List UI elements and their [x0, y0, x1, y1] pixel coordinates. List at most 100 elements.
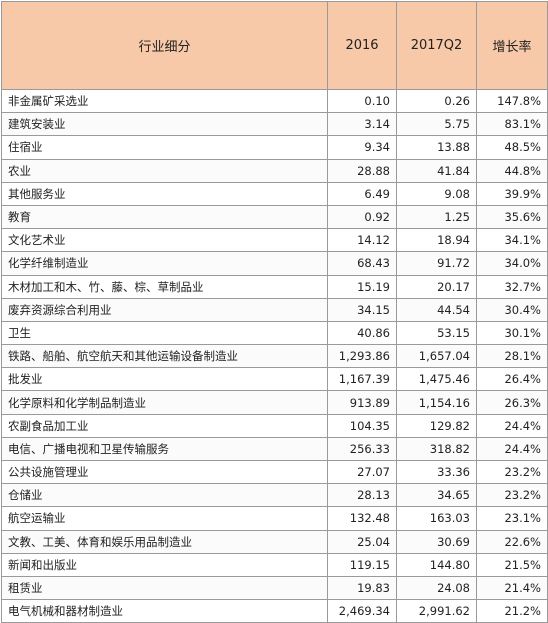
table-body: 非金属矿采选业 0.10 0.26 147.8% 建筑安装业 3.14 5.75 83.1% 住…: [1, 88, 548, 623]
cell-growth-rate: 23.1%: [476, 506, 548, 531]
cell-2017q2: 0.26: [396, 88, 477, 114]
cell-growth-rate: 22.6%: [476, 529, 548, 554]
cell-growth-rate: 24.4%: [476, 413, 548, 438]
table-row: 文教、工美、体育和娱乐用品制造业 25.04 30.69 22.6%: [1, 529, 548, 554]
cell-2016: 27.07: [327, 459, 397, 485]
cell-industry: 批发业: [1, 367, 328, 392]
table-row: 废弃资源综合利用业 34.15 44.54 30.4%: [1, 297, 548, 322]
cell-growth-rate: 34.1%: [476, 228, 548, 253]
cell-growth-rate: 39.9%: [476, 181, 548, 206]
table-row: 教育 0.92 1.25 35.6%: [1, 204, 548, 230]
cell-industry: 木材加工和木、竹、藤、棕、草制品业: [1, 274, 328, 299]
cell-growth-rate: 32.7%: [476, 274, 548, 299]
cell-2017q2: 44.54: [396, 297, 477, 322]
cell-growth-rate: 23.2%: [476, 459, 548, 485]
cell-2016: 40.86: [327, 320, 397, 346]
cell-industry: 教育: [1, 204, 328, 230]
cell-2017q2: 144.80: [396, 552, 477, 577]
cell-industry: 非金属矿采选业: [1, 88, 328, 114]
cell-2017q2: 1.25: [396, 204, 477, 230]
table-row: 铁路、船舶、航空航天和其他运输设备制造业 1,293.86 1,657.04 28.1…: [1, 344, 548, 369]
cell-industry: 仓储业: [1, 483, 328, 508]
cell-growth-rate: 30.1%: [476, 320, 548, 346]
cell-2016: 132.48: [327, 506, 397, 531]
cell-industry: 新闻和出版业: [1, 552, 328, 577]
cell-growth-rate: 23.2%: [476, 483, 548, 508]
cell-industry: 租赁业: [1, 575, 328, 601]
table-row: 农副食品加工业 104.35 129.82 24.4%: [1, 413, 548, 438]
cell-2016: 104.35: [327, 413, 397, 438]
table-row: 化学原料和化学制品制造业 913.89 1,154.16 26.3%: [1, 390, 548, 415]
table-row: 租赁业 19.83 24.08 21.4%: [1, 575, 548, 601]
cell-growth-rate: 21.5%: [476, 552, 548, 577]
cell-2016: 34.15: [327, 297, 397, 322]
cell-2016: 2,469.34: [327, 599, 397, 623]
cell-industry: 文教、工美、体育和娱乐用品制造业: [1, 529, 328, 554]
table-row: 电气机械和器材制造业 2,469.34 2,991.62 21.2%: [1, 599, 548, 623]
table-row: 卫生 40.86 53.15 30.1%: [1, 320, 548, 346]
cell-industry: 航空运输业: [1, 506, 328, 531]
cell-2016: 25.04: [327, 529, 397, 554]
cell-2017q2: 9.08: [396, 181, 477, 206]
cell-growth-rate: 21.2%: [476, 599, 548, 623]
cell-2017q2: 1,657.04: [396, 344, 477, 369]
table-row: 新闻和出版业 119.15 144.80 21.5%: [1, 552, 548, 577]
cell-industry: 文化艺术业: [1, 228, 328, 253]
cell-growth-rate: 26.4%: [476, 367, 548, 392]
cell-growth-rate: 28.1%: [476, 344, 548, 369]
cell-growth-rate: 44.8%: [476, 158, 548, 183]
cell-industry: 农副食品加工业: [1, 413, 328, 438]
cell-industry: 铁路、船舶、航空航天和其他运输设备制造业: [1, 344, 328, 369]
cell-industry: 电气机械和器材制造业: [1, 599, 328, 623]
cell-2016: 28.88: [327, 158, 397, 183]
cell-industry: 其他服务业: [1, 181, 328, 206]
header-row: 行业细分 2016 2017Q2 增长率: [1, 1, 548, 90]
cell-growth-rate: 83.1%: [476, 112, 548, 137]
cell-growth-rate: 34.0%: [476, 251, 548, 276]
cell-2016: 15.19: [327, 274, 397, 299]
cell-2016: 119.15: [327, 552, 397, 577]
header-industry: 行业细分: [1, 1, 328, 90]
cell-growth-rate: 26.3%: [476, 390, 548, 415]
cell-2016: 913.89: [327, 390, 397, 415]
cell-industry: 住宿业: [1, 135, 328, 160]
cell-growth-rate: 48.5%: [476, 135, 548, 160]
cell-industry: 化学纤维制造业: [1, 251, 328, 276]
cell-growth-rate: 30.4%: [476, 297, 548, 322]
cell-2016: 19.83: [327, 575, 397, 601]
cell-2017q2: 2,991.62: [396, 599, 477, 623]
cell-2017q2: 318.82: [396, 436, 477, 462]
cell-2016: 256.33: [327, 436, 397, 462]
cell-2017q2: 129.82: [396, 413, 477, 438]
cell-2017q2: 1,154.16: [396, 390, 477, 415]
table-row: 建筑安装业 3.14 5.75 83.1%: [1, 112, 548, 137]
cell-2017q2: 41.84: [396, 158, 477, 183]
table-row: 化学纤维制造业 68.43 91.72 34.0%: [1, 251, 548, 276]
cell-2016: 0.10: [327, 88, 397, 114]
cell-industry: 公共设施管理业: [1, 459, 328, 485]
cell-industry: 电信、广播电视和卫星传输服务: [1, 436, 328, 462]
cell-industry: 废弃资源综合利用业: [1, 297, 328, 322]
cell-2016: 9.34: [327, 135, 397, 160]
cell-growth-rate: 147.8%: [476, 88, 548, 114]
cell-growth-rate: 21.4%: [476, 575, 548, 601]
table-row: 批发业 1,167.39 1,475.46 26.4%: [1, 367, 548, 392]
cell-growth-rate: 24.4%: [476, 436, 548, 462]
cell-2016: 1,293.86: [327, 344, 397, 369]
table-row: 公共设施管理业 27.07 33.36 23.2%: [1, 459, 548, 485]
cell-2017q2: 34.65: [396, 483, 477, 508]
cell-2016: 68.43: [327, 251, 397, 276]
header-growth-rate: 增长率: [476, 1, 548, 90]
cell-industry: 建筑安装业: [1, 112, 328, 137]
cell-2017q2: 1,475.46: [396, 367, 477, 392]
cell-2017q2: 33.36: [396, 459, 477, 485]
table-row: 农业 28.88 41.84 44.8%: [1, 158, 548, 183]
table-row: 非金属矿采选业 0.10 0.26 147.8%: [1, 88, 548, 114]
table-row: 文化艺术业 14.12 18.94 34.1%: [1, 228, 548, 253]
cell-2016: 14.12: [327, 228, 397, 253]
cell-industry: 卫生: [1, 320, 328, 346]
table-header: 行业细分 2016 2017Q2 增长率: [1, 1, 548, 90]
cell-2017q2: 91.72: [396, 251, 477, 276]
